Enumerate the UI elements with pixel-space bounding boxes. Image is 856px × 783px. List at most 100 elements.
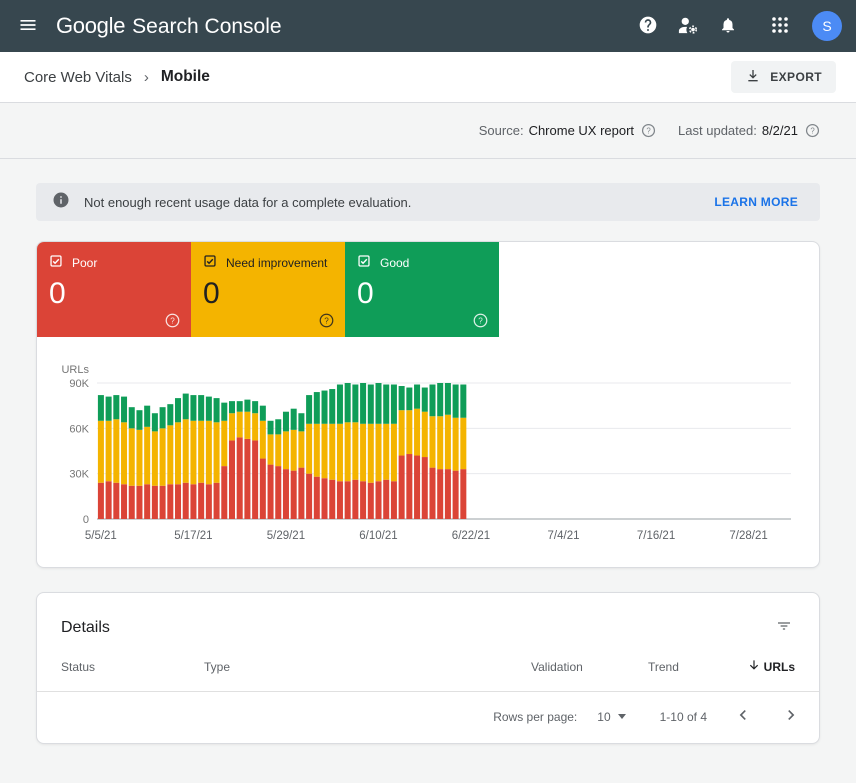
column-validation: Validation bbox=[531, 659, 583, 674]
status-box-count: 0 bbox=[49, 277, 66, 310]
svg-text:30K: 30K bbox=[69, 469, 89, 481]
help-outline-icon[interactable]: ? bbox=[165, 313, 180, 328]
svg-text:7/28/21: 7/28/21 bbox=[729, 530, 767, 542]
notifications-icon bbox=[719, 15, 737, 38]
avatar-initial: S bbox=[822, 18, 832, 34]
status-box-label: Need improvement bbox=[226, 255, 328, 270]
help-outline-icon[interactable]: ? bbox=[319, 313, 334, 328]
status-box-header: Poor bbox=[49, 254, 179, 271]
details-title: Details bbox=[61, 618, 110, 636]
svg-text:7/4/21: 7/4/21 bbox=[548, 530, 580, 542]
breadcrumb: Core Web Vitals › Mobile bbox=[24, 68, 731, 86]
status-box-count: 0 bbox=[357, 277, 374, 310]
filter-button[interactable] bbox=[771, 613, 797, 642]
svg-text:?: ? bbox=[478, 316, 483, 325]
breadcrumb-separator: › bbox=[143, 68, 149, 86]
last-updated-value: 8/2/21 bbox=[761, 123, 798, 138]
status-summary-boxes: Poor 0 ? Need improvement 0 bbox=[37, 242, 819, 337]
rows-per-page-label: Rows per page: bbox=[493, 709, 578, 724]
chevron-right-icon bbox=[781, 705, 801, 728]
help-outline-icon[interactable]: ? bbox=[473, 313, 488, 328]
source-value: Chrome UX report bbox=[528, 123, 635, 138]
product-name: Search Console bbox=[132, 15, 282, 38]
chevron-left-icon bbox=[733, 705, 753, 728]
export-button[interactable]: EXPORT bbox=[731, 61, 836, 93]
svg-text:?: ? bbox=[646, 126, 651, 135]
rows-per-page-value: 10 bbox=[597, 709, 611, 724]
account-avatar[interactable]: S bbox=[812, 11, 842, 41]
cwv-trend-chart-svg: 0 30K 60K 90K URLs 5/5/21 5/17/21 5/29/21 6/10/2… bbox=[61, 364, 791, 542]
menu-icon bbox=[18, 15, 38, 38]
breadcrumb-parent[interactable]: Core Web Vitals bbox=[24, 68, 132, 86]
last-updated-label: Last updated: bbox=[678, 123, 757, 138]
menu-button[interactable] bbox=[8, 6, 48, 46]
banner-message: Not enough recent usage data for a compl… bbox=[84, 194, 412, 210]
details-header: Details bbox=[37, 593, 819, 658]
next-page-button[interactable] bbox=[779, 703, 803, 730]
column-urls-label: URLs bbox=[763, 659, 795, 674]
checkbox-checked-icon bbox=[357, 254, 371, 271]
pagination-range: 1-10 of 4 bbox=[659, 709, 707, 724]
details-card: Details Status Type Validation Trend URL… bbox=[36, 592, 820, 744]
pagination: Rows per page: 10 1-10 of 4 bbox=[37, 691, 819, 743]
help-outline-icon[interactable]: ? bbox=[805, 123, 820, 138]
download-icon bbox=[745, 68, 761, 87]
status-box-poor[interactable]: Poor 0 ? bbox=[37, 242, 191, 337]
column-trend: Trend bbox=[648, 659, 679, 674]
svg-text:?: ? bbox=[170, 316, 175, 325]
apps-grid-icon bbox=[771, 16, 789, 37]
info-icon bbox=[52, 191, 70, 214]
details-table-header: Status Type Validation Trend URLs bbox=[37, 658, 819, 691]
svg-text:URLs: URLs bbox=[61, 364, 89, 376]
info-banner: Not enough recent usage data for a compl… bbox=[36, 183, 820, 221]
svg-text:6/10/21: 6/10/21 bbox=[359, 530, 397, 542]
app-logo[interactable]: Google Search Console bbox=[56, 13, 282, 39]
cwv-trend-chart: 0 30K 60K 90K URLs 5/5/21 5/17/21 5/29/21 6/10/2… bbox=[37, 337, 819, 567]
report-meta-bar: Source: Chrome UX report ? Last updated:… bbox=[0, 103, 856, 159]
svg-text:5/17/21: 5/17/21 bbox=[174, 530, 212, 542]
column-type: Type bbox=[204, 659, 231, 674]
svg-text:?: ? bbox=[324, 316, 329, 325]
main-content: Not enough recent usage data for a compl… bbox=[0, 183, 856, 744]
svg-text:0: 0 bbox=[83, 514, 89, 526]
export-button-label: EXPORT bbox=[770, 70, 822, 84]
svg-text:5/29/21: 5/29/21 bbox=[267, 530, 305, 542]
svg-text:5/5/21: 5/5/21 bbox=[85, 530, 117, 542]
status-box-count: 0 bbox=[203, 277, 220, 310]
learn-more-link[interactable]: LEARN MORE bbox=[708, 191, 804, 213]
status-box-header: Need improvement bbox=[203, 254, 333, 271]
google-wordmark: Google bbox=[56, 13, 126, 38]
status-box-good[interactable]: Good 0 ? bbox=[345, 242, 499, 337]
breadcrumb-current: Mobile bbox=[160, 68, 210, 85]
column-status: Status bbox=[61, 659, 96, 674]
notifications-button[interactable] bbox=[708, 6, 748, 46]
help-button[interactable] bbox=[628, 6, 668, 46]
checkbox-checked-icon bbox=[203, 254, 217, 271]
status-box-label: Poor bbox=[72, 255, 98, 270]
caret-down-icon bbox=[617, 714, 626, 719]
status-box-label: Good bbox=[380, 255, 410, 270]
svg-text:90K: 90K bbox=[69, 378, 89, 390]
rows-per-page-select[interactable]: 10 bbox=[593, 708, 629, 726]
svg-text:6/22/21: 6/22/21 bbox=[452, 530, 490, 542]
apps-grid-button[interactable] bbox=[760, 6, 800, 46]
filter-icon bbox=[775, 617, 793, 638]
svg-text:60K: 60K bbox=[69, 423, 89, 435]
status-box-header: Good bbox=[357, 254, 487, 271]
user-settings-icon bbox=[677, 15, 699, 38]
svg-text:7/16/21: 7/16/21 bbox=[637, 530, 675, 542]
column-urls-sort[interactable]: URLs bbox=[747, 658, 795, 675]
cwv-chart-card: Poor 0 ? Need improvement 0 bbox=[36, 241, 820, 568]
user-settings-button[interactable] bbox=[668, 6, 708, 46]
top-app-bar: Google Search Console bbox=[0, 0, 856, 52]
source-label: Source: bbox=[478, 123, 524, 138]
sort-desc-icon bbox=[747, 658, 761, 675]
breadcrumb-bar: Core Web Vitals › Mobile EXPORT bbox=[0, 52, 856, 103]
status-box-need-improvement[interactable]: Need improvement 0 ? bbox=[191, 242, 345, 337]
help-icon bbox=[638, 15, 658, 38]
svg-text:?: ? bbox=[810, 126, 815, 135]
previous-page-button[interactable] bbox=[731, 703, 755, 730]
help-outline-icon[interactable]: ? bbox=[641, 123, 656, 138]
checkbox-checked-icon bbox=[49, 254, 63, 271]
